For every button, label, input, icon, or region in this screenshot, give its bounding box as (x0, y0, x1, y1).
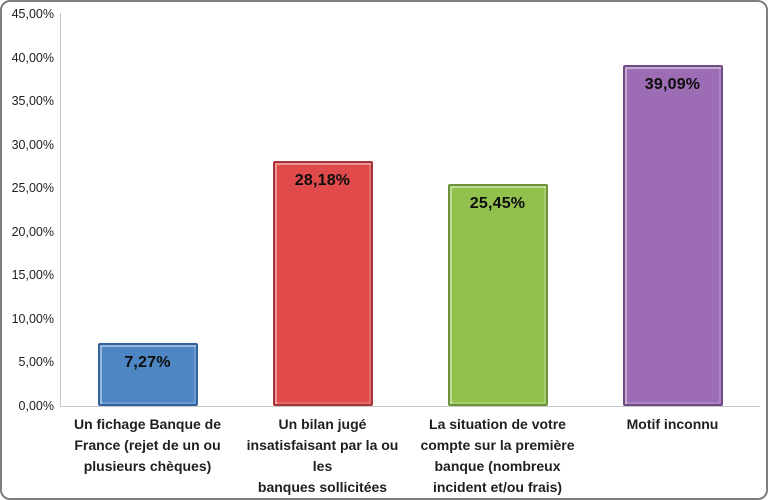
x-axis-line (60, 406, 760, 407)
y-tick-label: 5,00% (18, 355, 54, 370)
bar-bevel (275, 163, 371, 404)
x-category-label: Un fichage Banque de France (rejet de un… (73, 416, 222, 474)
bar-blue: 7,27% (97, 342, 198, 406)
y-tick-label: 45,00% (11, 7, 54, 21)
y-tick-label: 10,00% (11, 311, 54, 326)
x-category-label: La situation de votre compte sur la prem… (420, 416, 575, 495)
y-tick-label: 25,00% (11, 181, 54, 196)
x-category-label: Un bilan jugé insatisfaisant par la ou l… (246, 416, 399, 495)
y-tick-label: 15,00% (11, 268, 54, 283)
y-tick-label: 30,00% (11, 137, 54, 152)
bar-green: 25,45% (447, 184, 548, 406)
bar-purple: 39,09% (622, 65, 723, 406)
bar-value-label: 7,27% (124, 353, 171, 371)
bar-value-label: 25,45% (469, 195, 526, 213)
bar-bevel (450, 186, 546, 404)
y-tick-label: 0,00% (18, 399, 54, 413)
y-axis-line (60, 13, 61, 407)
bar-bevel (625, 67, 721, 404)
y-tick-label: 35,00% (11, 94, 54, 109)
bar-value-label: 28,18% (294, 171, 351, 189)
y-tick-label: 20,00% (11, 224, 54, 239)
bar-value-label: 39,09% (644, 76, 701, 94)
y-tick-label: 40,00% (11, 50, 54, 65)
bar-red: 28,18% (272, 160, 373, 406)
x-category-label: Motif inconnu (626, 416, 719, 432)
